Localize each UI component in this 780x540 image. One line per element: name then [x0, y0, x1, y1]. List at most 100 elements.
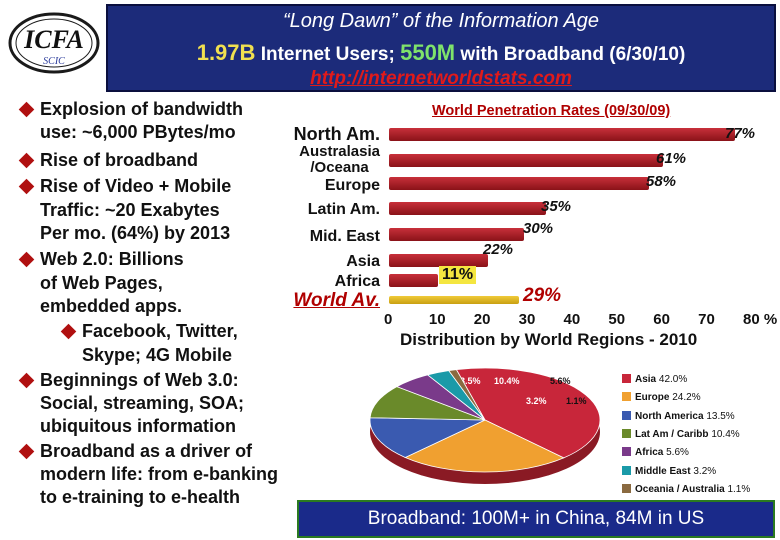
bullet-marker — [18, 443, 35, 460]
pie-slice-lat-am-caribb — [369, 386, 486, 421]
legend-label: Middle East — [635, 465, 694, 477]
broadband-label: with Broadband (6/30/10) — [460, 44, 686, 65]
pie-slice-oceania-australia — [448, 369, 486, 421]
logo-main-text: ICFA — [23, 25, 84, 54]
bar-value-label: 22% — [483, 241, 514, 258]
pie-slice-label: 3.2% — [526, 396, 547, 406]
internet-users-value: 1.97B — [196, 40, 256, 65]
legend-swatch — [622, 410, 631, 420]
bullet-web2-line3: embedded apps. — [40, 296, 183, 316]
bar-value-label: 35% — [541, 198, 572, 215]
bullet-web3-line2: Social, streaming, SOA; — [40, 393, 245, 413]
pie-slice-north-america — [369, 417, 486, 458]
bar-category-label: Asia — [346, 253, 380, 270]
bullet-broadband: Rise of broadband — [40, 150, 199, 170]
bullet-web2-line1: Web 2.0: Billions — [40, 249, 184, 269]
legend-item: Middle East 3.2% — [622, 465, 717, 477]
bullet-driver-line3: to e-training to e-health — [40, 487, 240, 507]
pie-slice-label: 10.4% — [494, 376, 520, 386]
bar-mid-east — [389, 228, 524, 241]
bullet-marker — [18, 251, 35, 268]
bar-asia — [389, 254, 488, 267]
bullet-web3-line1: Beginnings of Web 3.0: — [40, 370, 239, 390]
pie-slice-label: 1.1% — [566, 396, 587, 406]
bar-world-av — [389, 296, 520, 304]
legend-label: Africa — [635, 447, 667, 459]
broadband-value: 550M — [400, 40, 456, 65]
legend-value: 10.4% — [711, 428, 740, 440]
sub-bullet-marker — [60, 323, 77, 340]
legend-label: North America — [635, 410, 707, 422]
internet-users-label: Internet Users; — [260, 44, 395, 65]
legend-value: 13.5% — [706, 410, 735, 422]
bar-value-label: 58% — [646, 173, 677, 190]
legend-label: Lat Am / Caribb — [635, 428, 712, 440]
legend-label: Asia — [635, 374, 659, 385]
pie-chart-title: Distribution by World Regions - 2010 — [400, 330, 698, 349]
bar-europe — [389, 177, 650, 190]
bullet-web2-line2: of Web Pages, — [40, 273, 163, 293]
legend-swatch — [622, 428, 631, 438]
x-axis-tick: 50 — [608, 311, 626, 328]
bullet-video-line1: Rise of Video + Mobile — [40, 176, 232, 196]
bar-category-label: Latin Am. — [307, 201, 380, 218]
bar-category-label: World Av. — [293, 290, 380, 311]
header-banner: “Long Dawn” of the Information Age 1.97B… — [106, 4, 776, 92]
x-axis-tick: 0 — [384, 311, 393, 328]
legend-item: Lat Am / Caribb 10.4% — [622, 428, 740, 440]
legend-item: Asia 42.0% — [622, 374, 687, 385]
legend-item: Oceania / Australia 1.1% — [622, 483, 751, 495]
x-axis-tick: 10 — [428, 311, 446, 328]
bullet-bandwidth-line1: Explosion of bandwidth — [40, 99, 243, 119]
bar-value-label: 30% — [523, 220, 554, 237]
legend-value: 3.2% — [693, 465, 717, 477]
bar-category-label: Europe — [324, 177, 380, 194]
legend-item: Africa 5.6% — [622, 447, 689, 458]
header-stats: 1.97B Internet Users; 550M with Broadban… — [108, 40, 774, 66]
icfa-logo: ICFA SCIC — [4, 8, 104, 78]
legend-swatch — [622, 465, 631, 475]
legend-label: Europe — [635, 392, 673, 404]
bar-north-am — [389, 128, 735, 141]
pie-slice-label: 13.5% — [455, 376, 481, 386]
x-axis-tick: 60 — [653, 311, 670, 328]
legend-swatch — [622, 447, 631, 457]
bullet-driver-line1: Broadband as a driver of — [40, 441, 253, 461]
legend-value: 1.1% — [727, 483, 751, 495]
bullet-marker — [18, 152, 35, 169]
x-axis-tick: 80 % — [743, 311, 778, 328]
legend-value: 5.6% — [666, 447, 689, 459]
footer-banner: Broadband: 100M+ in China, 84M in US — [297, 500, 775, 538]
bullet-marker — [18, 101, 35, 118]
bullet-web3-line3: ubiquitous information — [40, 416, 236, 436]
x-axis-tick: 30 — [518, 311, 536, 328]
x-axis-tick: 40 — [563, 311, 581, 328]
legend-value: 42.0% — [658, 374, 688, 385]
legend-item: Europe 24.2% — [622, 392, 701, 403]
logo-sub-text: SCIC — [43, 56, 65, 67]
bullet-marker — [18, 178, 35, 195]
pie-slice-label: 5.6% — [550, 376, 571, 386]
bar-chart-title: World Penetration Rates (09/30/09) — [432, 103, 671, 119]
legend-label: Oceania / Australia — [635, 483, 728, 495]
bar-category-label: Africa — [334, 273, 380, 290]
sub-bullet-social-line2: Skype; 4G Mobile — [82, 345, 233, 365]
bullet-bandwidth-line2: use: ~6,000 PBytes/mo — [40, 122, 236, 142]
bullet-marker — [18, 372, 35, 389]
legend-swatch — [622, 483, 631, 493]
bar-category-label: North Am. — [293, 124, 380, 144]
bar-value-label: 77% — [725, 125, 756, 142]
bar-category-label: Mid. East — [309, 228, 380, 245]
x-axis-tick: 70 — [698, 311, 715, 328]
legend-value: 24.2% — [672, 392, 701, 404]
bar-value-label: 61% — [656, 150, 687, 167]
bar-value-label: 29% — [523, 285, 562, 306]
x-axis-tick: 20 — [473, 311, 491, 328]
legend-swatch — [622, 374, 631, 383]
sub-bullet-social-line1: Facebook, Twitter, — [82, 321, 238, 341]
bar-australasia-oceana — [389, 154, 663, 167]
regions-pie-chart: 42.0%24.2%13.5%10.4%5.6%3.2%1.1% — [369, 367, 601, 484]
legend-swatch — [622, 392, 631, 402]
source-link[interactable]: http://internetworldstats.com — [310, 68, 572, 89]
bar-category-label: Australasia/Oceana — [299, 143, 380, 176]
